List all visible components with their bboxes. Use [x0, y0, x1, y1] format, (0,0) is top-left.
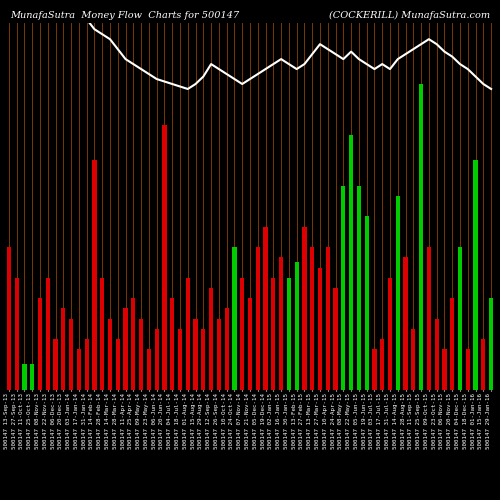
Bar — [194, 318, 198, 390]
Bar — [450, 298, 454, 390]
Bar — [271, 278, 276, 390]
Bar — [170, 298, 174, 390]
Bar — [380, 339, 384, 390]
Bar — [147, 349, 151, 390]
Bar — [108, 318, 112, 390]
Bar — [139, 318, 143, 390]
Bar — [38, 298, 42, 390]
Bar — [302, 226, 306, 390]
Bar — [224, 308, 229, 390]
Bar — [7, 247, 11, 390]
Bar — [474, 160, 478, 390]
Bar — [481, 339, 486, 390]
Bar — [279, 258, 283, 390]
Bar — [264, 226, 268, 390]
Bar — [287, 278, 291, 390]
Bar — [411, 329, 416, 390]
Bar — [489, 298, 493, 390]
Bar — [14, 278, 19, 390]
Bar — [310, 247, 314, 390]
Bar — [69, 318, 73, 390]
Bar — [357, 186, 361, 390]
Bar — [124, 308, 128, 390]
Bar — [61, 308, 66, 390]
Bar — [458, 247, 462, 390]
Bar — [186, 278, 190, 390]
Bar — [92, 160, 96, 390]
Bar — [372, 349, 376, 390]
Bar — [364, 216, 369, 390]
Bar — [294, 262, 299, 390]
Bar — [341, 186, 345, 390]
Bar — [240, 278, 244, 390]
Bar — [326, 247, 330, 390]
Bar — [349, 135, 353, 390]
Bar — [100, 278, 104, 390]
Bar — [248, 298, 252, 390]
Bar — [434, 318, 439, 390]
Bar — [201, 329, 205, 390]
Bar — [404, 258, 407, 390]
Bar — [396, 196, 400, 390]
Bar — [46, 278, 50, 390]
Bar — [54, 339, 58, 390]
Bar — [217, 318, 221, 390]
Bar — [466, 349, 470, 390]
Bar — [419, 84, 423, 390]
Bar — [442, 349, 446, 390]
Bar — [162, 124, 166, 390]
Bar — [256, 247, 260, 390]
Bar — [116, 339, 120, 390]
Bar — [232, 247, 236, 390]
Bar — [154, 329, 159, 390]
Text: MunafaSutra  Money Flow  Charts for 500147: MunafaSutra Money Flow Charts for 500147 — [10, 11, 239, 20]
Bar — [388, 278, 392, 390]
Bar — [30, 364, 34, 390]
Bar — [131, 298, 136, 390]
Bar — [178, 329, 182, 390]
Bar — [209, 288, 213, 390]
Bar — [77, 349, 81, 390]
Bar — [334, 288, 338, 390]
Text: (COCKERILL) MunafaSutra.com: (COCKERILL) MunafaSutra.com — [329, 11, 490, 20]
Bar — [22, 364, 26, 390]
Bar — [84, 339, 89, 390]
Bar — [318, 268, 322, 390]
Bar — [427, 247, 431, 390]
